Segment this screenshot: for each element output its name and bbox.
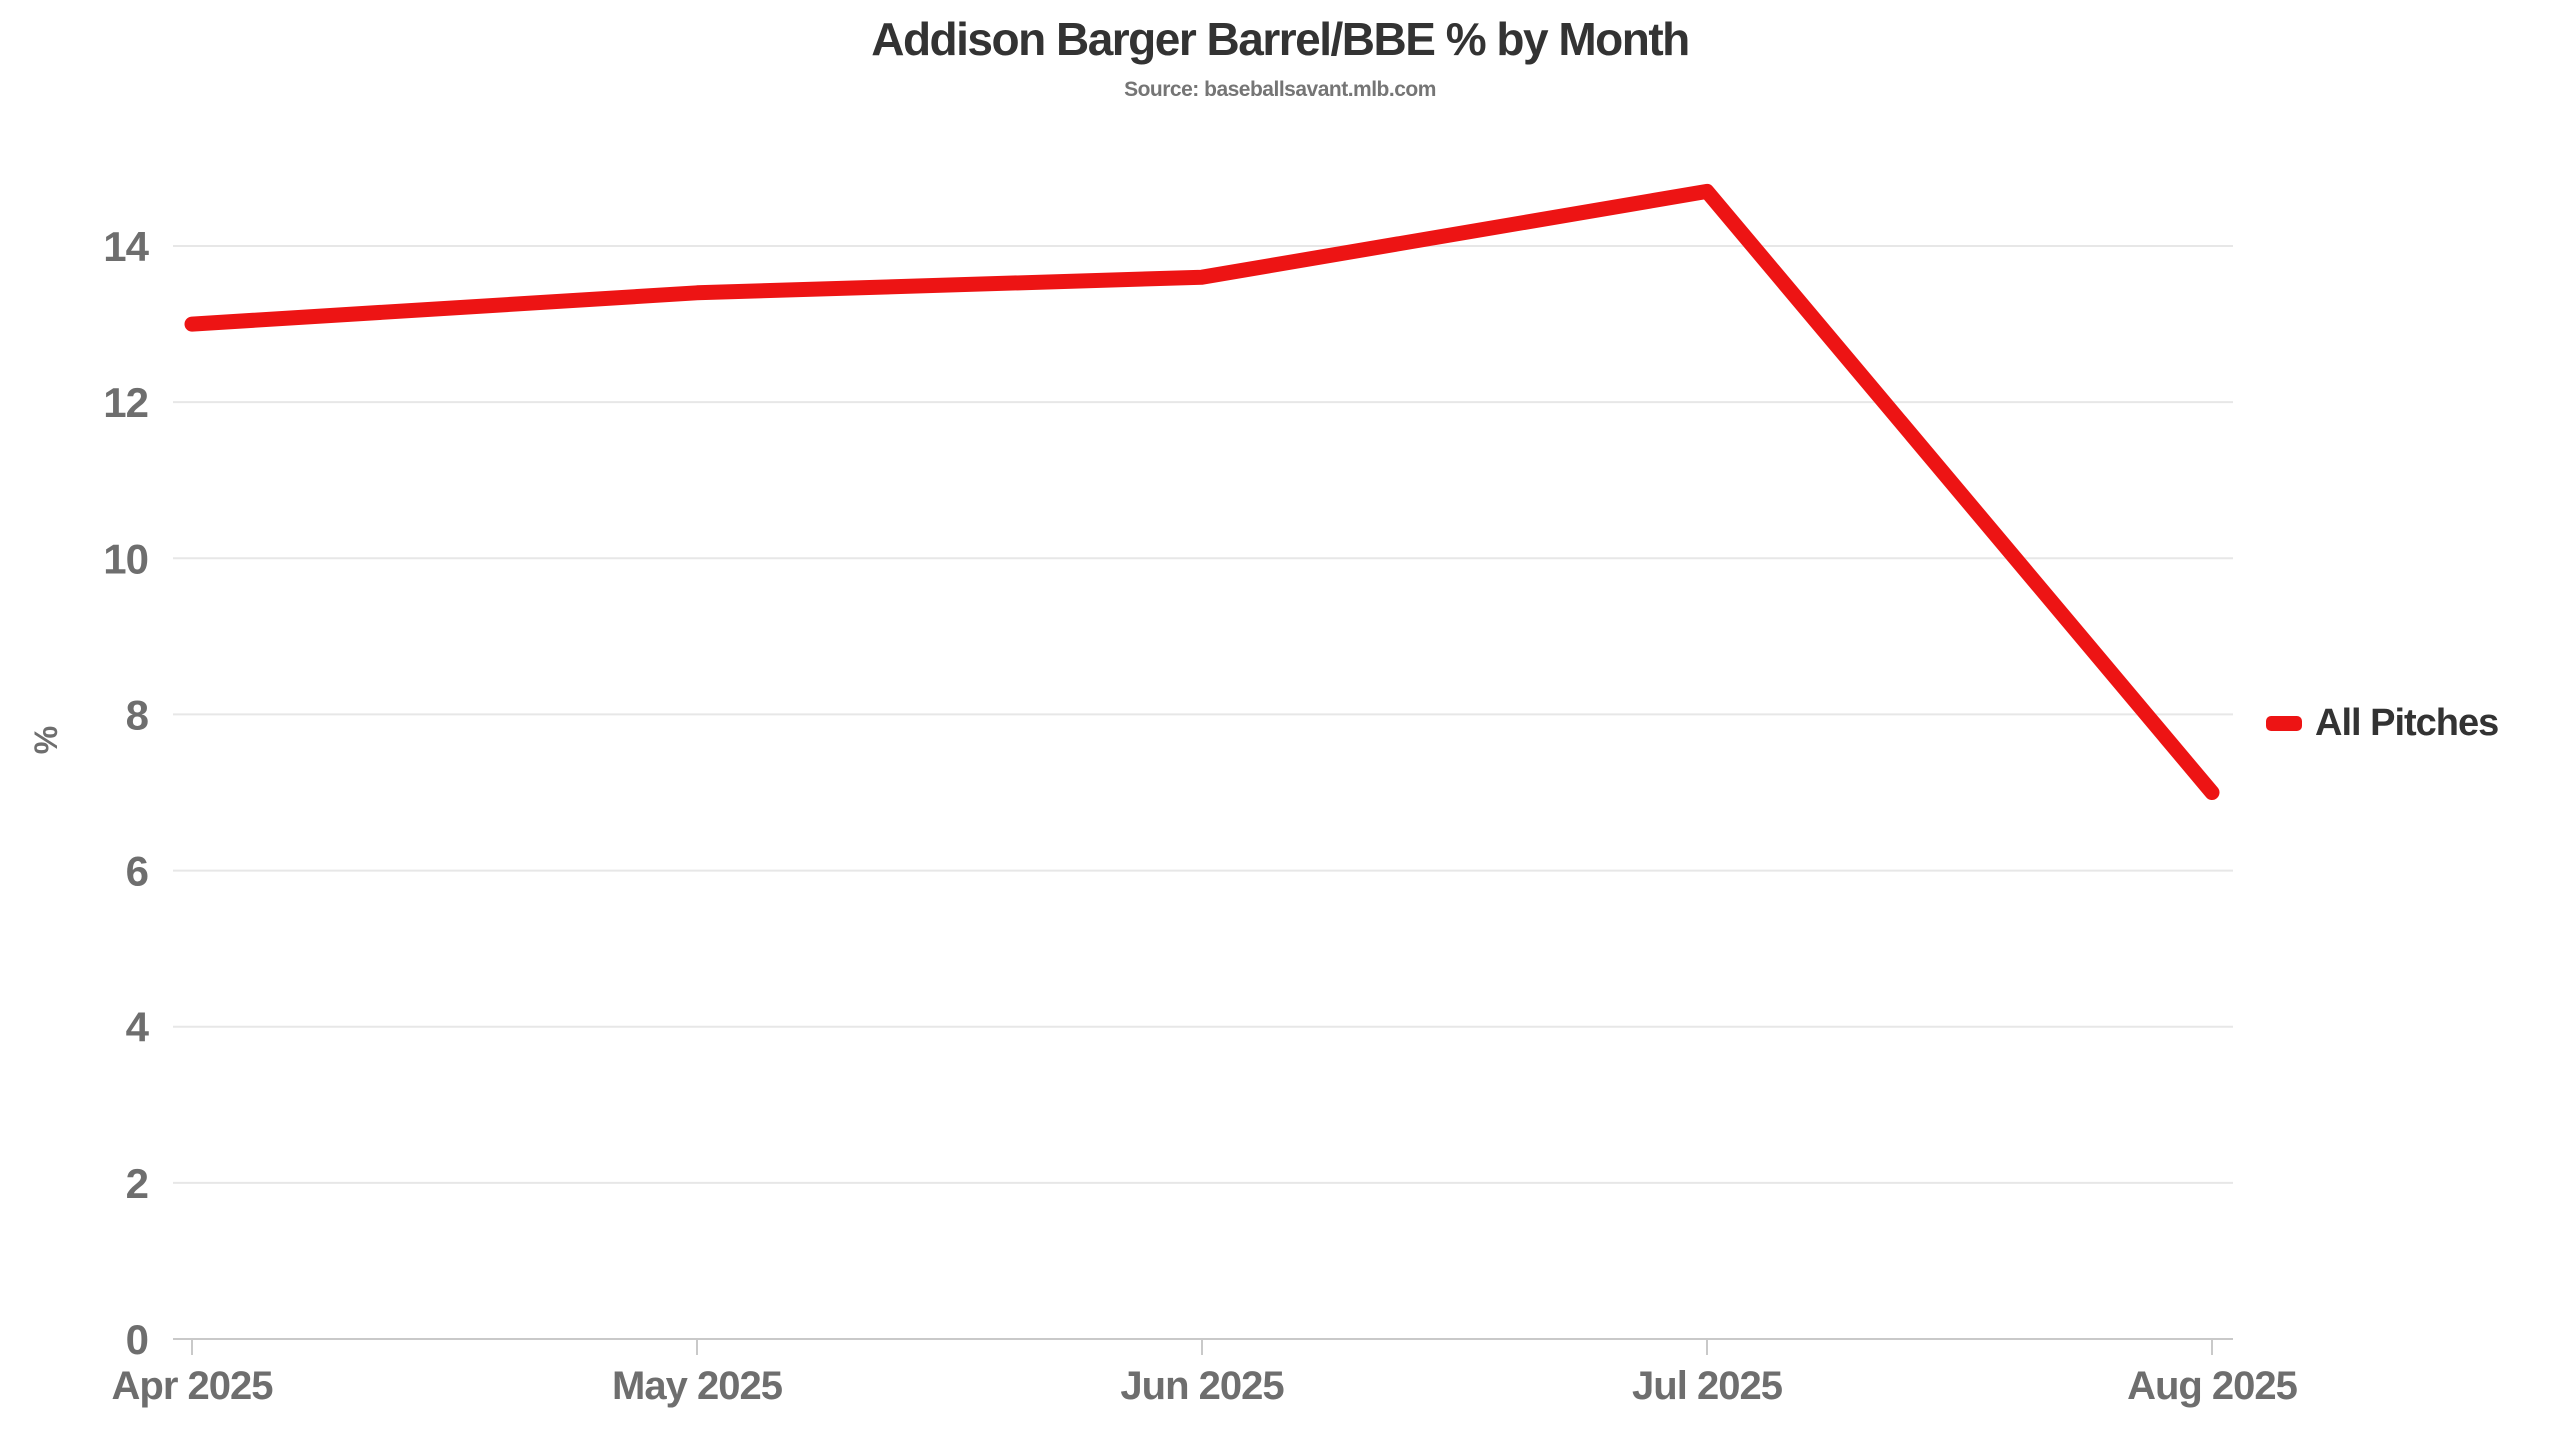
y-tick-label-6: 6 [126, 848, 148, 895]
x-tick-label-aug-2025: Aug 2025 [2127, 1364, 2298, 1408]
legend: All Pitches [2266, 700, 2499, 746]
x-tick-label-apr-2025: Apr 2025 [112, 1364, 274, 1408]
y-tick-label-14: 14 [103, 223, 149, 270]
y-tick-label-2: 2 [126, 1160, 148, 1207]
y-tick-label-12: 12 [103, 379, 148, 426]
y-tick-label-10: 10 [103, 535, 148, 582]
chart-title: Addison Barger Barrel/BBE % by Month [871, 13, 1690, 65]
x-tick-label-may-2025: May 2025 [612, 1364, 783, 1408]
y-tick-label-8: 8 [126, 691, 149, 738]
series-line-all-pitches [184, 183, 2220, 800]
x-tick-label-jul-2025: Jul 2025 [1632, 1364, 1783, 1408]
x-tick-label-jun-2025: Jun 2025 [1120, 1364, 1284, 1408]
legend-swatch-all-pitches [2266, 715, 2302, 731]
chart-subtitle: Source: baseballsavant.mlb.com [1124, 78, 1436, 101]
y-axis-title: % [28, 726, 64, 754]
y-tick-label-4: 4 [126, 1004, 150, 1051]
legend-label-all-pitches: All Pitches [2315, 701, 2499, 744]
y-tick-label-0: 0 [126, 1316, 148, 1363]
